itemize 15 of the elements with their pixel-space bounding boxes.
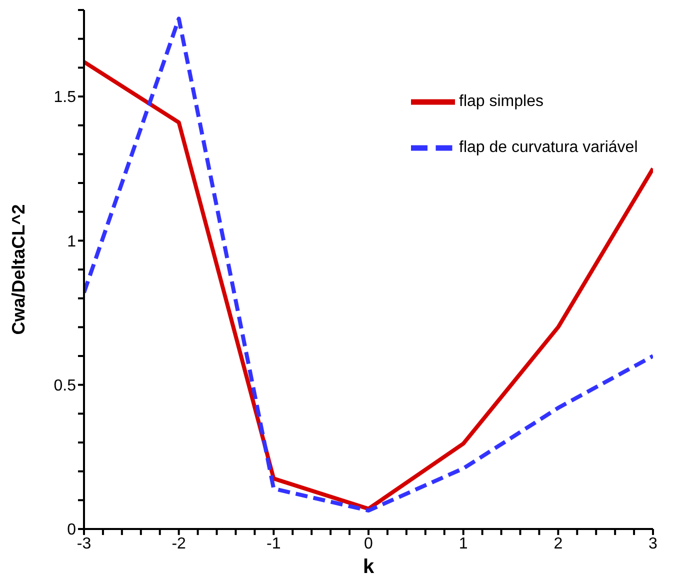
x-tick-label: 0 [364, 535, 374, 552]
x-axis-title: k [362, 556, 375, 578]
y-tick-label: 1 [67, 233, 76, 250]
y-tick-label: 0 [67, 522, 76, 539]
y-axis-title: Cwa/DeltaCL^2 [8, 204, 28, 335]
x-tick-label: -3 [76, 535, 92, 552]
x-tick-label: 1 [458, 535, 468, 552]
y-tick-label: 0.5 [54, 378, 76, 395]
x-tick-label: 3 [648, 535, 658, 552]
y-tick-label: 1.5 [54, 89, 76, 106]
x-tick-label: 2 [554, 535, 563, 552]
x-tick-label: -1 [266, 535, 281, 552]
x-tick-label: -2 [172, 535, 186, 552]
legend-label: flap de curvatura variável [459, 139, 638, 156]
legend-label: flap simples [459, 93, 544, 110]
